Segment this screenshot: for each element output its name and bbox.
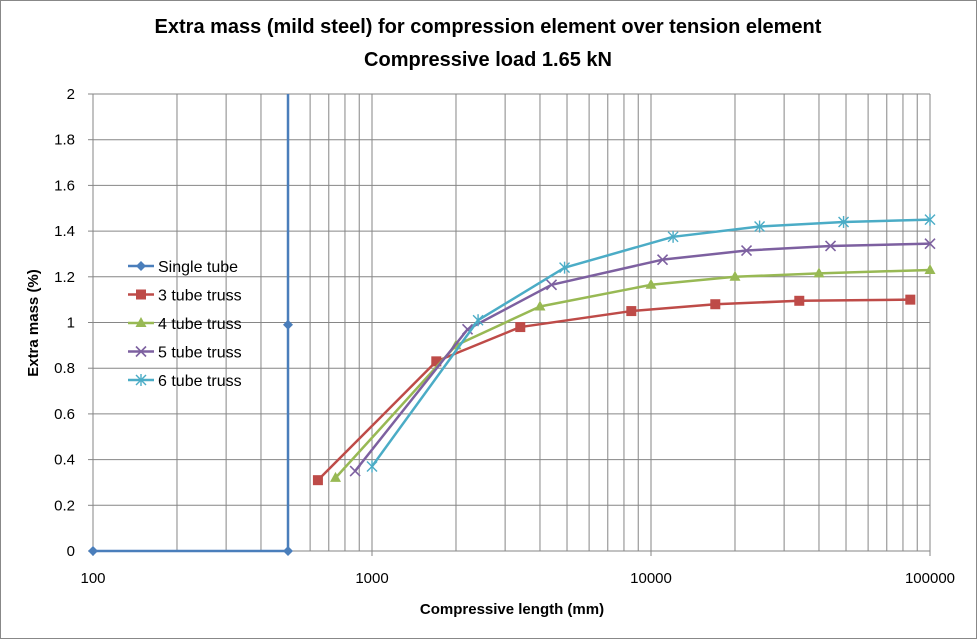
series-1-point-3 bbox=[626, 306, 637, 317]
legend-entry-1: 3 tube truss bbox=[128, 288, 242, 305]
series-4-point-1 bbox=[472, 314, 484, 327]
legend-marker-3-stroke-b bbox=[135, 345, 147, 358]
series-2-point-2 bbox=[534, 300, 546, 311]
series-2-point-5 bbox=[813, 267, 825, 278]
legend-label-0: Single tube bbox=[158, 259, 238, 276]
series-0-point-1 bbox=[283, 546, 294, 556]
series-2-point-6 bbox=[924, 263, 936, 274]
series-1-point-2 bbox=[515, 322, 526, 333]
x-tick-label-2: 10000 bbox=[630, 570, 672, 587]
series-4-point-0 bbox=[366, 460, 378, 473]
x-axis-label: Compressive length (mm) bbox=[420, 601, 604, 618]
series-3-point-4 bbox=[740, 244, 753, 257]
series-0 bbox=[88, 94, 294, 556]
series-3-point-3 bbox=[656, 254, 669, 266]
series-3-point-1 bbox=[461, 323, 474, 335]
y-tick-label-9: 1.8 bbox=[54, 132, 75, 149]
series-3-point-3-stroke-b bbox=[656, 254, 669, 266]
series-3-point-5 bbox=[824, 240, 837, 252]
series-1-point-5 bbox=[794, 295, 805, 306]
legend-label-4: 6 tube truss bbox=[158, 373, 242, 390]
series-3-point-5-stroke-b bbox=[824, 240, 837, 252]
series-4-point-4 bbox=[754, 220, 766, 233]
legend-marker-2 bbox=[135, 317, 147, 327]
y-axis-label: Extra mass (%) bbox=[25, 269, 42, 377]
legend-label-3: 5 tube truss bbox=[158, 345, 242, 362]
x-tick-label-1: 1000 bbox=[355, 570, 388, 587]
y-tick-label-3: 0.6 bbox=[54, 406, 75, 423]
series-3-point-0-stroke-b bbox=[349, 465, 361, 477]
y-tick-label-0: 0 bbox=[67, 543, 75, 560]
x-tick-labels: 100 1000 10000 100000 bbox=[80, 570, 955, 587]
legend-marker-4 bbox=[135, 374, 147, 386]
series-0-point-2 bbox=[283, 319, 294, 330]
series-2-point-3 bbox=[645, 278, 657, 289]
series-1-point-1 bbox=[431, 356, 442, 367]
series-0-point-0 bbox=[88, 546, 98, 556]
legend: Single tube 3 tube truss 4 tube truss 5 tub… bbox=[128, 259, 242, 390]
series-2-point-4 bbox=[729, 270, 741, 281]
legend-entry-4: 6 tube truss bbox=[128, 373, 242, 390]
y-tick-label-4: 0.8 bbox=[54, 360, 75, 377]
series-4-point-3 bbox=[667, 230, 679, 243]
series-3-point-2 bbox=[545, 279, 558, 291]
series-group bbox=[88, 94, 936, 556]
y-tick-label-1: 0.2 bbox=[54, 497, 75, 514]
legend-entry-0: Single tube bbox=[128, 259, 238, 276]
series-1-point-0 bbox=[312, 475, 323, 486]
series-4-point-5 bbox=[838, 215, 850, 228]
chart-title: Extra mass (mild steel) for compression … bbox=[155, 16, 822, 38]
y-tick-label-7: 1.4 bbox=[54, 223, 75, 240]
legend-marker-3 bbox=[135, 345, 147, 358]
y-tick-label-5: 1 bbox=[67, 315, 75, 332]
y-tick-label-8: 1.6 bbox=[54, 177, 75, 194]
series-4-point-6 bbox=[924, 213, 936, 226]
series-3-point-6 bbox=[924, 238, 936, 250]
y-tick-labels: 0 0.2 0.4 0.6 0.8 1 1.2 1.4 1.6 1.8 2 bbox=[54, 86, 75, 560]
series-0-line bbox=[93, 94, 290, 553]
series-1-point-6 bbox=[905, 294, 916, 305]
series-3-point-1-stroke-b bbox=[461, 323, 474, 335]
x-tick-label-0: 100 bbox=[80, 570, 105, 587]
legend-label-2: 4 tube truss bbox=[158, 316, 242, 333]
y-tick-label-2: 0.4 bbox=[54, 452, 75, 469]
legend-marker-0 bbox=[136, 261, 146, 271]
series-3-point-2-stroke-b bbox=[545, 279, 558, 291]
series-2-point-0 bbox=[330, 471, 342, 482]
series-4 bbox=[366, 213, 936, 473]
legend-marker-1 bbox=[136, 289, 146, 300]
series-1 bbox=[312, 294, 916, 486]
series-3 bbox=[349, 238, 936, 477]
legend-entry-3: 5 tube truss bbox=[128, 345, 242, 362]
x-tick-label-3: 100000 bbox=[905, 570, 955, 587]
chart-subtitle: Compressive load 1.65 kN bbox=[364, 49, 612, 71]
legend-label-1: 3 tube truss bbox=[158, 288, 242, 305]
series-3-point-6-stroke-b bbox=[924, 238, 936, 250]
series-4-point-2 bbox=[559, 261, 571, 274]
series-1-point-4 bbox=[710, 299, 721, 310]
series-3-point-0 bbox=[349, 465, 361, 477]
series-3-point-4-stroke-b bbox=[740, 244, 753, 257]
y-tick-label-10: 2 bbox=[67, 86, 75, 103]
y-tick-label-6: 1.2 bbox=[54, 269, 75, 286]
legend-entry-2: 4 tube truss bbox=[128, 316, 242, 333]
